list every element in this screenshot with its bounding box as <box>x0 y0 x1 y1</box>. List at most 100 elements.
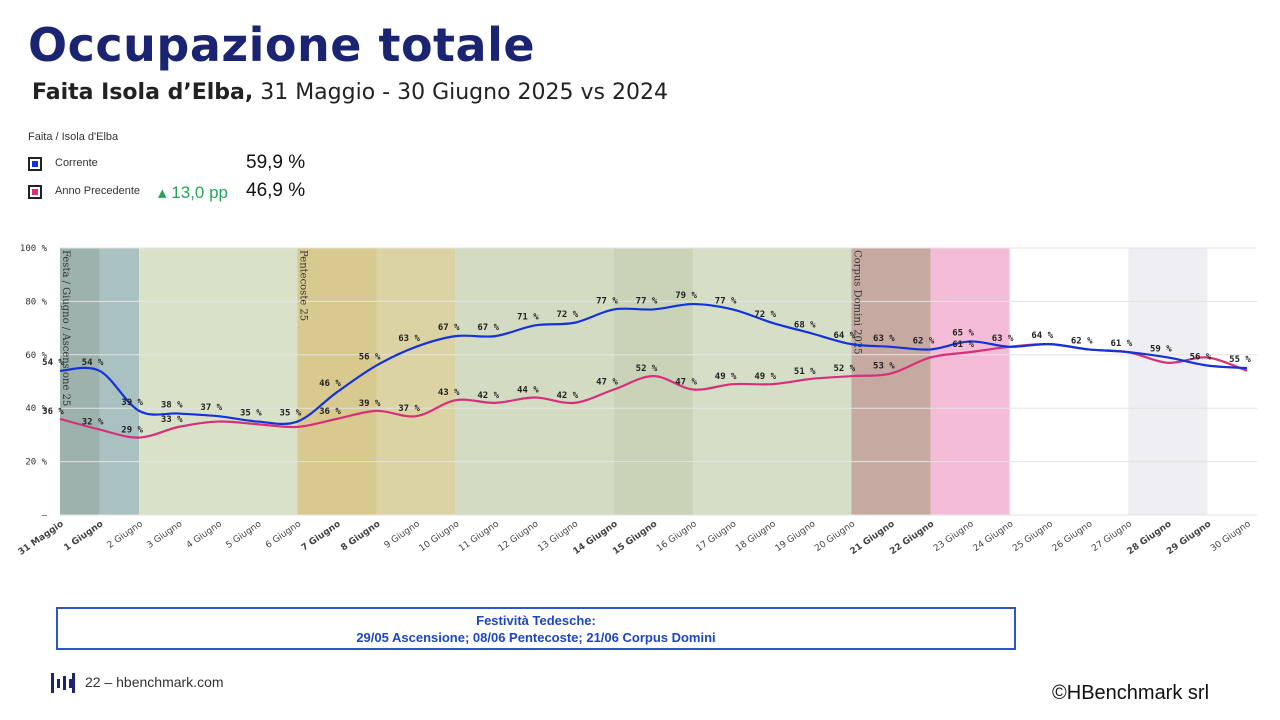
y-tick-label: 100 % <box>20 244 48 254</box>
delta-value: 13,0 pp <box>171 183 229 202</box>
x-tick-label: 10 Giugno <box>418 519 462 554</box>
holiday-note-list: 29/05 Ascensione; 08/06 Pentecoste; 21/0… <box>356 630 716 645</box>
x-tick-label: 25 Giugno <box>1011 519 1055 554</box>
x-tick-label: 5 Giugno <box>224 519 263 551</box>
previous-legend-swatch[interactable] <box>28 185 42 199</box>
kpi-header: Faita / Isola d'Elba <box>28 131 119 143</box>
period-band-7 <box>693 248 852 515</box>
kpi-previous-row: Anno Precedente ▴ 13,0 pp 46,9 % <box>28 180 328 205</box>
current-legend-swatch[interactable] <box>28 157 42 171</box>
page-subtitle: Faita Isola d’Elba, 31 Maggio - 30 Giugn… <box>32 80 668 105</box>
subtitle-period: 31 Maggio - 30 Giugno 2025 vs 2024 <box>253 80 668 105</box>
data-label: 62 % <box>1071 336 1093 346</box>
data-label: 43 % <box>438 388 460 398</box>
data-label: 46 % <box>319 379 341 389</box>
data-label: 51 % <box>794 367 816 377</box>
period-band-3 <box>297 248 377 515</box>
data-label: 36 % <box>319 407 341 417</box>
y-tick-label: 60 % <box>25 351 47 361</box>
data-label: 44 % <box>517 386 539 396</box>
data-label: 37 % <box>200 403 222 413</box>
data-label: 68 % <box>794 320 816 330</box>
data-label: 64 % <box>1031 331 1053 341</box>
data-label: 36 % <box>42 407 64 417</box>
data-label: 54 % <box>82 358 104 368</box>
x-tick-label: 24 Giugno <box>972 519 1016 554</box>
x-tick-label: 31 Maggio <box>17 519 66 558</box>
data-label: 72 % <box>557 310 579 320</box>
data-label: 42 % <box>477 391 499 401</box>
data-label: 56 % <box>359 352 381 362</box>
period-band-0 <box>60 248 100 515</box>
x-tick-label: 7 Giugno <box>300 519 343 553</box>
delta-badge: ▴ 13,0 pp <box>158 183 228 203</box>
copyright-icon: © <box>1052 682 1067 704</box>
y-tick-label: – <box>42 511 48 521</box>
y-tick-label: 80 % <box>25 297 47 307</box>
period-band-9 <box>930 248 1010 515</box>
data-label: 52 % <box>833 364 855 374</box>
data-label: 63 % <box>992 334 1014 344</box>
band-annotation: Pentecoste 25 <box>297 250 308 321</box>
data-label: 47 % <box>675 378 697 388</box>
x-tick-label: 23 Giugno <box>932 519 976 554</box>
data-label: 79 % <box>675 291 697 301</box>
data-label: 49 % <box>754 372 776 382</box>
data-label: 62 % <box>913 336 935 346</box>
x-tick-label: 11 Giugno <box>457 519 501 554</box>
data-label: 47 % <box>596 378 618 388</box>
footer-copyright: ©HBenchmark srl <box>1052 682 1209 705</box>
data-label: 33 % <box>161 415 183 425</box>
y-tick-label: 40 % <box>25 404 47 414</box>
period-band-4 <box>376 248 456 515</box>
period-band-6 <box>613 248 694 515</box>
x-tick-label: 15 Giugno <box>611 519 659 557</box>
data-label: 54 % <box>42 358 64 368</box>
previous-swatch-fill <box>32 189 38 195</box>
period-band-8 <box>851 248 931 515</box>
x-tick-label: 29 Giugno <box>1165 519 1213 557</box>
x-tick-label: 30 Giugno <box>1209 519 1253 554</box>
page-title: Occupazione totale <box>28 18 536 72</box>
data-label: 42 % <box>557 391 579 401</box>
x-tick-label: 16 Giugno <box>655 519 699 554</box>
x-tick-label: 9 Giugno <box>383 519 422 551</box>
series-line-corrente <box>59 302 1248 426</box>
y-tick-label: 20 % <box>25 458 47 468</box>
data-label: 56 % <box>1190 352 1212 362</box>
data-label: 64 % <box>833 331 855 341</box>
x-tick-label: 22 Giugno <box>888 519 936 557</box>
x-tick-label: 3 Giugno <box>145 519 184 551</box>
x-tick-label: 1 Giugno <box>62 519 105 553</box>
data-label: 59 % <box>1150 344 1172 354</box>
data-label: 71 % <box>517 312 539 322</box>
data-label: 32 % <box>82 418 104 428</box>
occupancy-line-chart: 100 % 80 % 60 % 40 % 20 % – Festa / Giugno / A… <box>17 244 1257 558</box>
data-label: 61 % <box>1110 339 1132 349</box>
x-tick-label: 26 Giugno <box>1051 519 1095 554</box>
data-label: 49 % <box>715 372 737 382</box>
data-label: 29 % <box>121 426 143 436</box>
data-label: 53 % <box>873 361 895 371</box>
data-label: 67 % <box>438 323 460 333</box>
data-label: 39 % <box>121 398 143 408</box>
footer-page-link[interactable]: 22 – hbenchmark.com <box>85 674 224 690</box>
data-label: 61 % <box>952 340 974 350</box>
data-label: 39 % <box>359 399 381 409</box>
holiday-note: Festività Tedesche: 29/05 Ascensione; 08… <box>56 607 1016 650</box>
x-tick-label: 4 Giugno <box>185 519 224 551</box>
x-tick-label: 12 Giugno <box>497 519 541 554</box>
data-label: 77 % <box>715 296 737 306</box>
data-label: 65 % <box>952 328 974 338</box>
data-label: 63 % <box>873 334 895 344</box>
x-tick-label: 6 Giugno <box>264 519 303 551</box>
x-tick-label: 18 Giugno <box>734 519 778 554</box>
data-label: 55 % <box>1229 355 1251 365</box>
period-band-2 <box>139 248 298 515</box>
band-annotation: Festa / Giugno / Ascensione 25 <box>60 250 71 406</box>
copyright-text: HBenchmark srl <box>1066 682 1210 704</box>
data-label: 37 % <box>398 404 420 414</box>
band-annotation: Corpus Domini 2025 <box>851 250 862 355</box>
x-tick-label: 8 Giugno <box>339 519 382 553</box>
triangle-up-icon: ▴ <box>158 183 167 202</box>
